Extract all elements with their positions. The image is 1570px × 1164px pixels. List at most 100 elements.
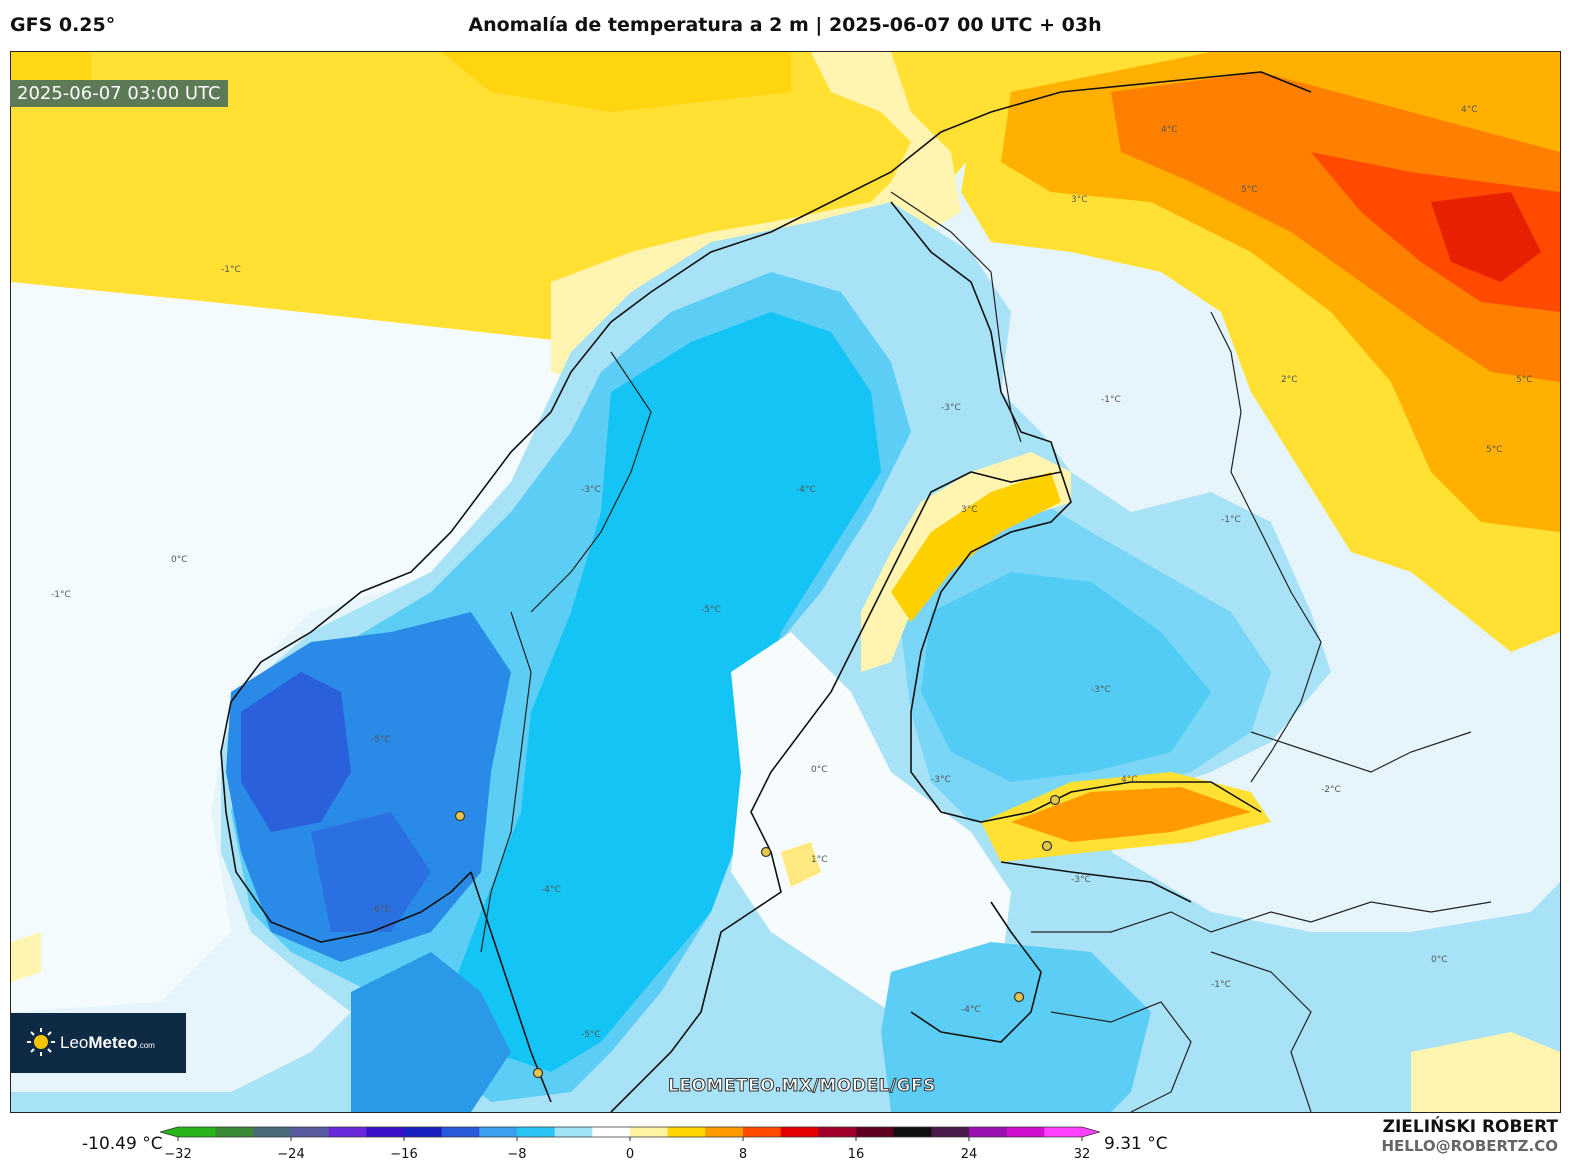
contour-label: 3°C bbox=[1071, 195, 1088, 205]
colorbar-segment bbox=[969, 1127, 1008, 1137]
colorbar-segment bbox=[705, 1127, 744, 1137]
contour-label: 3°C bbox=[961, 505, 978, 515]
colorbar-segments bbox=[160, 1126, 1100, 1138]
norway-cold-south bbox=[311, 812, 431, 932]
colorbar-segment bbox=[893, 1127, 932, 1137]
city-marker-tallinn[interactable] bbox=[1041, 840, 1053, 852]
colorbar: −32 −24 −16 −8 0 8 16 24 32 bbox=[160, 1126, 1100, 1162]
contour-label: -1°C bbox=[221, 265, 241, 275]
colorbar-tick-label: 16 bbox=[848, 1147, 865, 1162]
gotland-warm-patch bbox=[781, 842, 821, 887]
contour-label: -6°C bbox=[371, 905, 391, 915]
contour-label: -3°C bbox=[1071, 875, 1091, 885]
gulf-finland-warm-core bbox=[1011, 787, 1251, 842]
contour-label: -4°C bbox=[961, 1005, 981, 1015]
colorbar-segment bbox=[441, 1127, 480, 1137]
anomaly-map[interactable]: -1°C -3°C -3°C -4°C -5°C -5°C -4°C -5°C … bbox=[10, 51, 1561, 1113]
finland-cool-core bbox=[921, 572, 1211, 782]
contour-label: -3°C bbox=[931, 775, 951, 785]
contour-label: -4°C bbox=[541, 885, 561, 895]
colorbar-segment bbox=[366, 1127, 405, 1137]
norway-cold-peak bbox=[241, 672, 351, 832]
leometeo-logo: LeoMeteo.com bbox=[10, 1013, 186, 1073]
north-warm-band bbox=[11, 52, 1560, 342]
city-marker-stockholm[interactable] bbox=[760, 846, 772, 858]
colorbar-tick-label: 0 bbox=[626, 1147, 634, 1162]
colorbar-segment bbox=[479, 1127, 518, 1137]
colorbar-tick-label: 32 bbox=[1074, 1147, 1091, 1162]
colorbar-tick-label: −32 bbox=[164, 1147, 191, 1162]
city-markers bbox=[454, 794, 1061, 1079]
colorbar-max-label: 9.31 °C bbox=[1104, 1134, 1168, 1154]
valid-time-stamp: 2025-06-07 03:00 UTC bbox=[10, 80, 228, 107]
colorbar-segment bbox=[818, 1127, 857, 1137]
city-marker-riga[interactable] bbox=[1013, 991, 1025, 1003]
colorbar-min-arrow bbox=[160, 1127, 178, 1137]
country-borders bbox=[480, 191, 1492, 1112]
watermark-url: LEOMETEO.MX/MODEL/GFS bbox=[668, 1076, 936, 1097]
east-warm-core bbox=[1111, 72, 1560, 382]
map-title: Anomalía de temperatura a 2 m | 2025-06-… bbox=[468, 14, 1102, 36]
contour-label: -3°C bbox=[941, 403, 961, 413]
colorbar-tick-label: −8 bbox=[507, 1147, 526, 1162]
contour-label: -5°C bbox=[701, 605, 721, 615]
contour-label: -3°C bbox=[1091, 685, 1111, 695]
contour-label: 0°C bbox=[1431, 955, 1448, 965]
colorbar-segment bbox=[404, 1127, 443, 1137]
contour-label: -5°C bbox=[581, 1030, 601, 1040]
contour-label: 5°C bbox=[1516, 375, 1533, 385]
colorbar-segment bbox=[667, 1127, 706, 1137]
contour-label: 5°C bbox=[1486, 445, 1503, 455]
southeast-warm-patch bbox=[1411, 1032, 1560, 1112]
north-warm-core bbox=[441, 52, 791, 112]
contour-label: 0°C bbox=[811, 765, 828, 775]
contour-label: 1°C bbox=[811, 855, 828, 865]
logo-text-suffix: .com bbox=[137, 1041, 155, 1050]
colorbar-segment bbox=[291, 1127, 330, 1137]
contour-label: -3°C bbox=[581, 485, 601, 495]
colorbar-segment bbox=[743, 1127, 782, 1137]
colorbar-segment bbox=[592, 1127, 631, 1137]
city-marker-oslo[interactable] bbox=[454, 810, 466, 822]
colorbar-segment bbox=[178, 1127, 217, 1137]
logo-text-bold: Meteo bbox=[88, 1033, 138, 1052]
contour-labels: -1°C -3°C -3°C -4°C -5°C -5°C -4°C -5°C … bbox=[51, 105, 1533, 1040]
map-canvas: -1°C -3°C -3°C -4°C -5°C -5°C -4°C -5°C … bbox=[11, 52, 1560, 1112]
contour-label: 4°C bbox=[1461, 105, 1478, 115]
colorbar-tick-label: −24 bbox=[277, 1147, 304, 1162]
colorbar-tick-label: −16 bbox=[390, 1147, 417, 1162]
author-email: HELLO@ROBERTZ.CO bbox=[1381, 1137, 1558, 1155]
denmark-cool bbox=[351, 952, 511, 1112]
contour-label: -1°C bbox=[1101, 395, 1121, 405]
baltic-neutral bbox=[731, 632, 1011, 1012]
contour-label: 5°C bbox=[1241, 185, 1258, 195]
logo-wordmark: LeoMeteo.com bbox=[60, 1033, 155, 1053]
colorbar-segment bbox=[1006, 1127, 1045, 1137]
colorbar-segment bbox=[931, 1127, 970, 1137]
colorbar-tick-label: 24 bbox=[961, 1147, 978, 1162]
city-marker-copenhagen[interactable] bbox=[532, 1067, 544, 1079]
colorbar-segment bbox=[856, 1127, 895, 1137]
contour-label: 4°C bbox=[1161, 125, 1178, 135]
sweden-cool-core bbox=[451, 312, 881, 1072]
sun-icon bbox=[27, 1028, 55, 1056]
author-credit: ZIELIŃSKI ROBERT bbox=[1382, 1117, 1558, 1137]
logo-text-light: Leo bbox=[60, 1033, 89, 1052]
east-warm-max bbox=[1431, 192, 1541, 282]
contour-label: 2°C bbox=[1281, 375, 1298, 385]
contour-label: -2°C bbox=[1321, 785, 1341, 795]
colorbar-segment bbox=[630, 1127, 669, 1137]
colorbar-segment bbox=[517, 1127, 556, 1137]
contour-label: -1°C bbox=[51, 590, 71, 600]
colorbar-segment bbox=[1044, 1127, 1083, 1137]
colorbar-segment bbox=[780, 1127, 819, 1137]
model-label: GFS 0.25° bbox=[10, 14, 116, 36]
neutral-sea bbox=[11, 282, 621, 1012]
colorbar-max-arrow bbox=[1082, 1127, 1100, 1137]
colorbar-min-label: -10.49 °C bbox=[82, 1134, 163, 1154]
contour-label: 0°C bbox=[171, 555, 188, 565]
colorbar-segment bbox=[328, 1127, 367, 1137]
city-marker-helsinki[interactable] bbox=[1049, 794, 1061, 806]
bothnia-warm-core bbox=[891, 472, 1061, 622]
colorbar-segment bbox=[253, 1127, 292, 1137]
